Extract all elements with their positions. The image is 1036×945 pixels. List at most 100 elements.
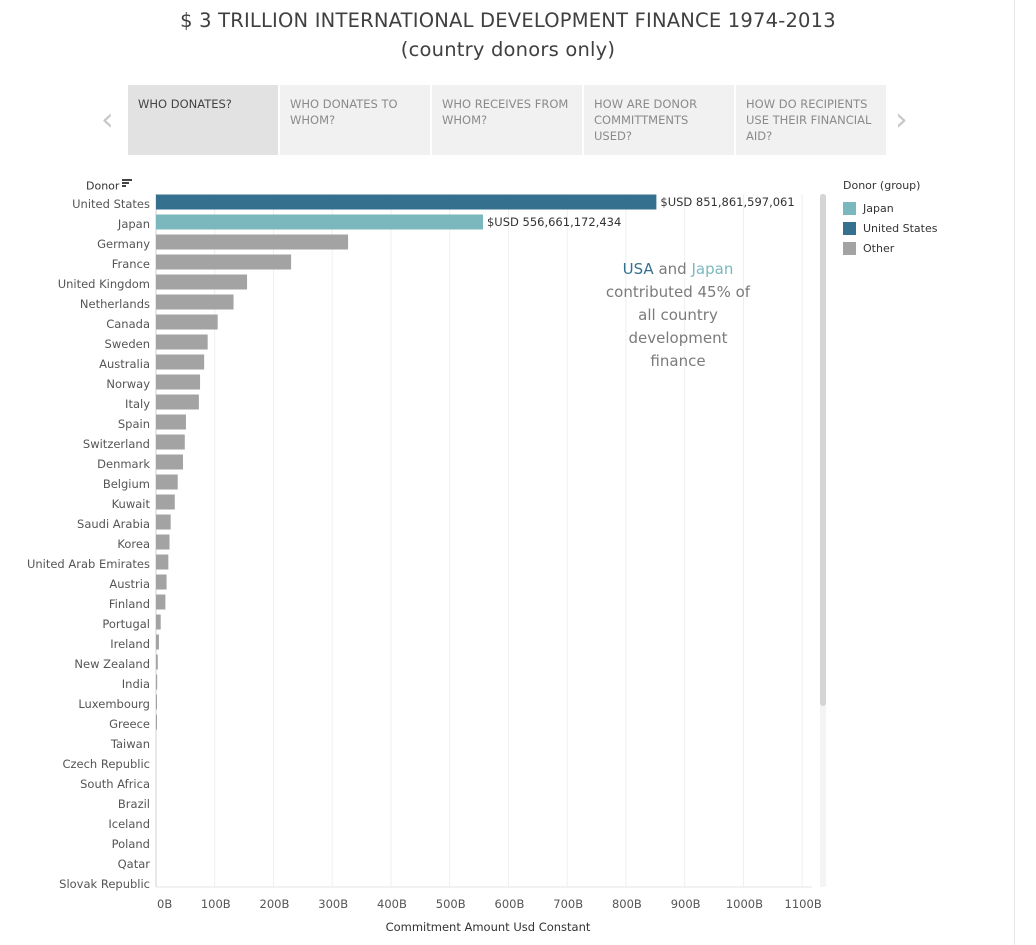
bar-korea[interactable] (156, 534, 170, 550)
category-label-switzerland: Switzerland (83, 437, 150, 451)
dashboard-title: $ 3 TRILLION INTERNATIONAL DEVELOPMENT F… (0, 6, 1016, 64)
category-label-netherlands: Netherlands (80, 297, 150, 311)
story-tab-recipients-use-aid[interactable]: HOW DO RECIPIENTS USE THEIR FINANCIAL AI… (736, 85, 886, 155)
donor-row-header-label: Donor (86, 179, 120, 193)
category-label-iceland: Iceland (108, 817, 150, 831)
x-tick-label-800B: 800B (612, 897, 642, 911)
sort-descending-icon[interactable] (122, 179, 133, 189)
category-label-united-states: United States (72, 197, 150, 211)
category-label-taiwan: Taiwan (110, 737, 150, 751)
bar-spain[interactable] (156, 414, 186, 430)
bar-switzerland[interactable] (156, 434, 185, 450)
x-tick-label-700B: 700B (553, 897, 583, 911)
category-label-germany: Germany (97, 237, 150, 251)
bar-luxembourg[interactable] (156, 694, 157, 710)
story-tab-donor-commitments-used[interactable]: HOW ARE DONOR COMMITTMENTS USED? (584, 85, 734, 155)
legend-label-japan: Japan (863, 201, 894, 215)
category-label-brazil: Brazil (118, 797, 150, 811)
bar-united-arab-emirates[interactable] (156, 554, 169, 570)
title-line-1: $ 3 TRILLION INTERNATIONAL DEVELOPMENT F… (180, 9, 836, 32)
category-label-south-africa: South Africa (80, 777, 150, 791)
category-label-finland: Finland (109, 597, 150, 611)
legend-item-united-states[interactable]: United States (843, 218, 938, 238)
story-tab-who-donates[interactable]: WHO DONATES? (128, 85, 278, 155)
category-label-ireland: Ireland (110, 637, 150, 651)
bar-canada[interactable] (156, 314, 218, 330)
bar-new-zealand[interactable] (156, 654, 158, 670)
category-label-austria: Austria (109, 577, 150, 591)
story-tab-who-receives-from-whom[interactable]: WHO RECEIVES FROM WHOM? (432, 85, 582, 155)
category-label-luxembourg: Luxembourg (78, 697, 150, 711)
x-tick-label-100B: 100B (201, 897, 231, 911)
category-label-australia: Australia (99, 357, 150, 371)
x-axis-title: Commitment Amount Usd Constant (386, 920, 591, 934)
category-label-czech-republic: Czech Republic (62, 757, 150, 771)
bar-japan[interactable] (156, 214, 483, 230)
story-tab-who-donates-to-whom[interactable]: WHO DONATES TO WHOM? (280, 85, 430, 155)
bar-united-kingdom[interactable] (156, 274, 248, 290)
category-label-greece: Greece (109, 717, 150, 731)
next-story-arrow-icon[interactable]: › (895, 100, 908, 138)
annotation-and: and (658, 260, 687, 278)
bar-denmark[interactable] (156, 454, 184, 470)
donor-row-header[interactable]: Donor (86, 179, 133, 193)
x-tick-label-500B: 500B (436, 897, 466, 911)
category-label-belgium: Belgium (103, 477, 150, 491)
bar-france[interactable] (156, 254, 292, 270)
bar-saudi-arabia[interactable] (156, 514, 171, 530)
bar-germany[interactable] (156, 234, 349, 250)
annotation-japan: Japan (691, 260, 734, 278)
bar-portugal[interactable] (156, 614, 161, 630)
legend-label-united-states: United States (863, 221, 938, 235)
x-tick-label-1000B: 1000B (726, 897, 763, 911)
chart-scrollbar-thumb[interactable] (820, 194, 826, 706)
annotation-text: contributed 45% of all country developme… (605, 283, 751, 370)
category-label-denmark: Denmark (97, 457, 150, 471)
legend-item-other[interactable]: Other (843, 238, 938, 258)
bar-netherlands[interactable] (156, 294, 234, 310)
legend-item-japan[interactable]: Japan (843, 198, 938, 218)
category-label-sweden: Sweden (105, 337, 150, 351)
annotation-usa: USA (622, 260, 654, 278)
x-tick-label-600B: 600B (495, 897, 525, 911)
previous-story-arrow-icon[interactable]: ‹ (101, 100, 114, 138)
category-label-italy: Italy (125, 397, 150, 411)
category-label-india: India (122, 677, 150, 691)
category-label-slovak-republic: Slovak Republic (59, 877, 150, 891)
data-label-japan: $USD 556,661,172,434 (487, 215, 621, 229)
bar-kuwait[interactable] (156, 494, 175, 510)
bar-united-states[interactable] (156, 194, 657, 210)
legend-label-other: Other (863, 241, 895, 255)
category-label-united-arab-emirates: United Arab Emirates (27, 557, 150, 571)
bar-finland[interactable] (156, 594, 166, 610)
category-label-saudi-arabia: Saudi Arabia (77, 517, 150, 531)
x-tick-label-1100B: 1100B (785, 897, 822, 911)
bar-australia[interactable] (156, 354, 205, 370)
data-label-united-states: $USD 851,861,597,061 (660, 195, 794, 209)
bar-ireland[interactable] (156, 634, 159, 650)
category-label-france: France (112, 257, 150, 271)
category-label-norway: Norway (106, 377, 150, 391)
category-label-kuwait: Kuwait (112, 497, 151, 511)
legend-swatch-japan (843, 201, 856, 215)
bar-austria[interactable] (156, 574, 167, 590)
category-label-canada: Canada (106, 317, 150, 331)
bar-italy[interactable] (156, 394, 199, 410)
page-divider (1014, 0, 1015, 945)
legend-swatch-other (843, 241, 856, 255)
category-label-korea: Korea (117, 537, 150, 551)
bar-sweden[interactable] (156, 334, 208, 350)
bar-belgium[interactable] (156, 474, 178, 490)
category-label-poland: Poland (112, 837, 150, 851)
category-label-qatar: Qatar (118, 857, 151, 871)
title-line-2: (country donors only) (400, 38, 616, 61)
x-tick-label-400B: 400B (377, 897, 407, 911)
x-tick-label-300B: 300B (318, 897, 348, 911)
bar-greece[interactable] (156, 714, 157, 730)
legend-swatch-united-states (843, 221, 856, 235)
bar-india[interactable] (156, 674, 158, 690)
category-label-spain: Spain (118, 417, 150, 431)
bar-norway[interactable] (156, 374, 201, 390)
x-tick-label-200B: 200B (260, 897, 290, 911)
